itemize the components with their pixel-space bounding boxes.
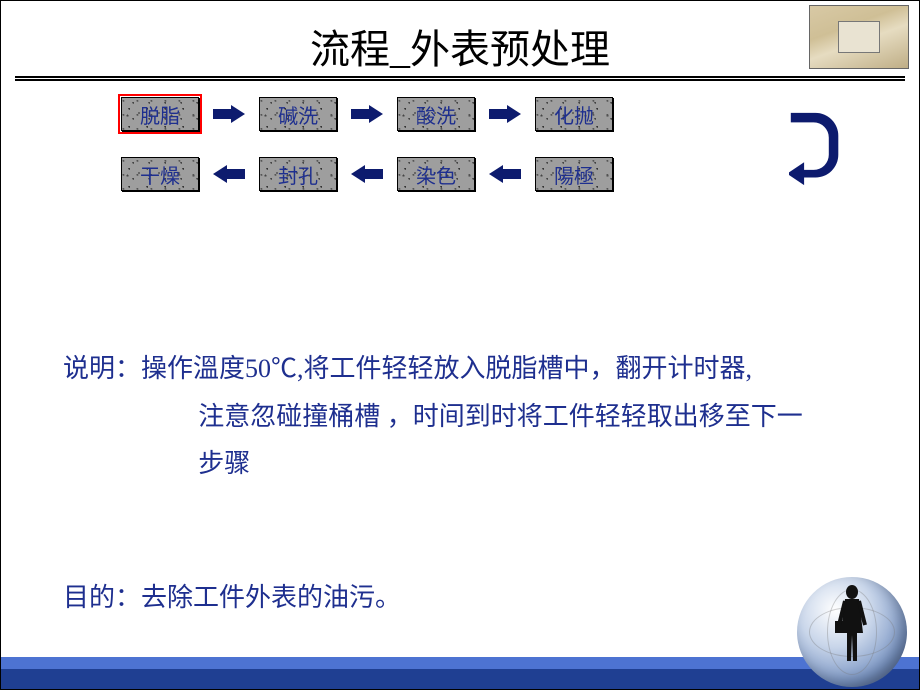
page-title: 流程_外表预处理 [1,17,919,75]
description-block: 说明：操作溫度50℃,将工件轻轻放入脱脂槽中，翻开计时器, 注意忽碰撞桶槽 ，时… [63,346,879,489]
step-degrease: 脱脂 [121,97,199,131]
step-seal: 封孔 [259,157,337,191]
footer-band-dark [1,669,919,689]
step-anode: 陽極 [535,157,613,191]
arrow-right-icon [213,105,245,123]
title-underline [15,76,905,81]
footer-figure [787,567,907,687]
goal-text: 目的：去除工件外表的油污。 [63,576,879,620]
arrow-left-icon [213,165,245,183]
arrow-right-icon [351,105,383,123]
description-line-3: 步骤 [63,441,879,487]
goal-block: 目的：去除工件外表的油污。 [63,576,879,620]
arrow-uturn-icon [789,111,839,191]
process-flow: 脱脂 碱洗 酸洗 化抛 干燥 封孔 [121,97,799,191]
description-line-1: 说明：操作溫度50℃,将工件轻轻放入脱脂槽中，翻开计时器, [63,346,879,392]
description-line-2: 注意忽碰撞桶槽 ，时间到时将工件轻轻取出移至下一 [63,394,879,440]
flow-row-1: 脱脂 碱洗 酸洗 化抛 [121,97,799,131]
globe-icon [797,577,907,687]
step-polish: 化抛 [535,97,613,131]
product-photo [809,5,909,69]
footer-bar [1,653,919,689]
arrow-right-icon [489,105,521,123]
title-row: 流程_外表预处理 [1,1,919,81]
slide: 流程_外表预处理 脱脂 碱洗 酸洗 化抛 干燥 [0,0,920,690]
step-dry: 干燥 [121,157,199,191]
step-alkaline: 碱洗 [259,97,337,131]
arrow-left-icon [351,165,383,183]
flow-row-2: 干燥 封孔 染色 陽極 [121,157,799,191]
step-dye: 染色 [397,157,475,191]
step-acid: 酸洗 [397,97,475,131]
arrow-left-icon [489,165,521,183]
